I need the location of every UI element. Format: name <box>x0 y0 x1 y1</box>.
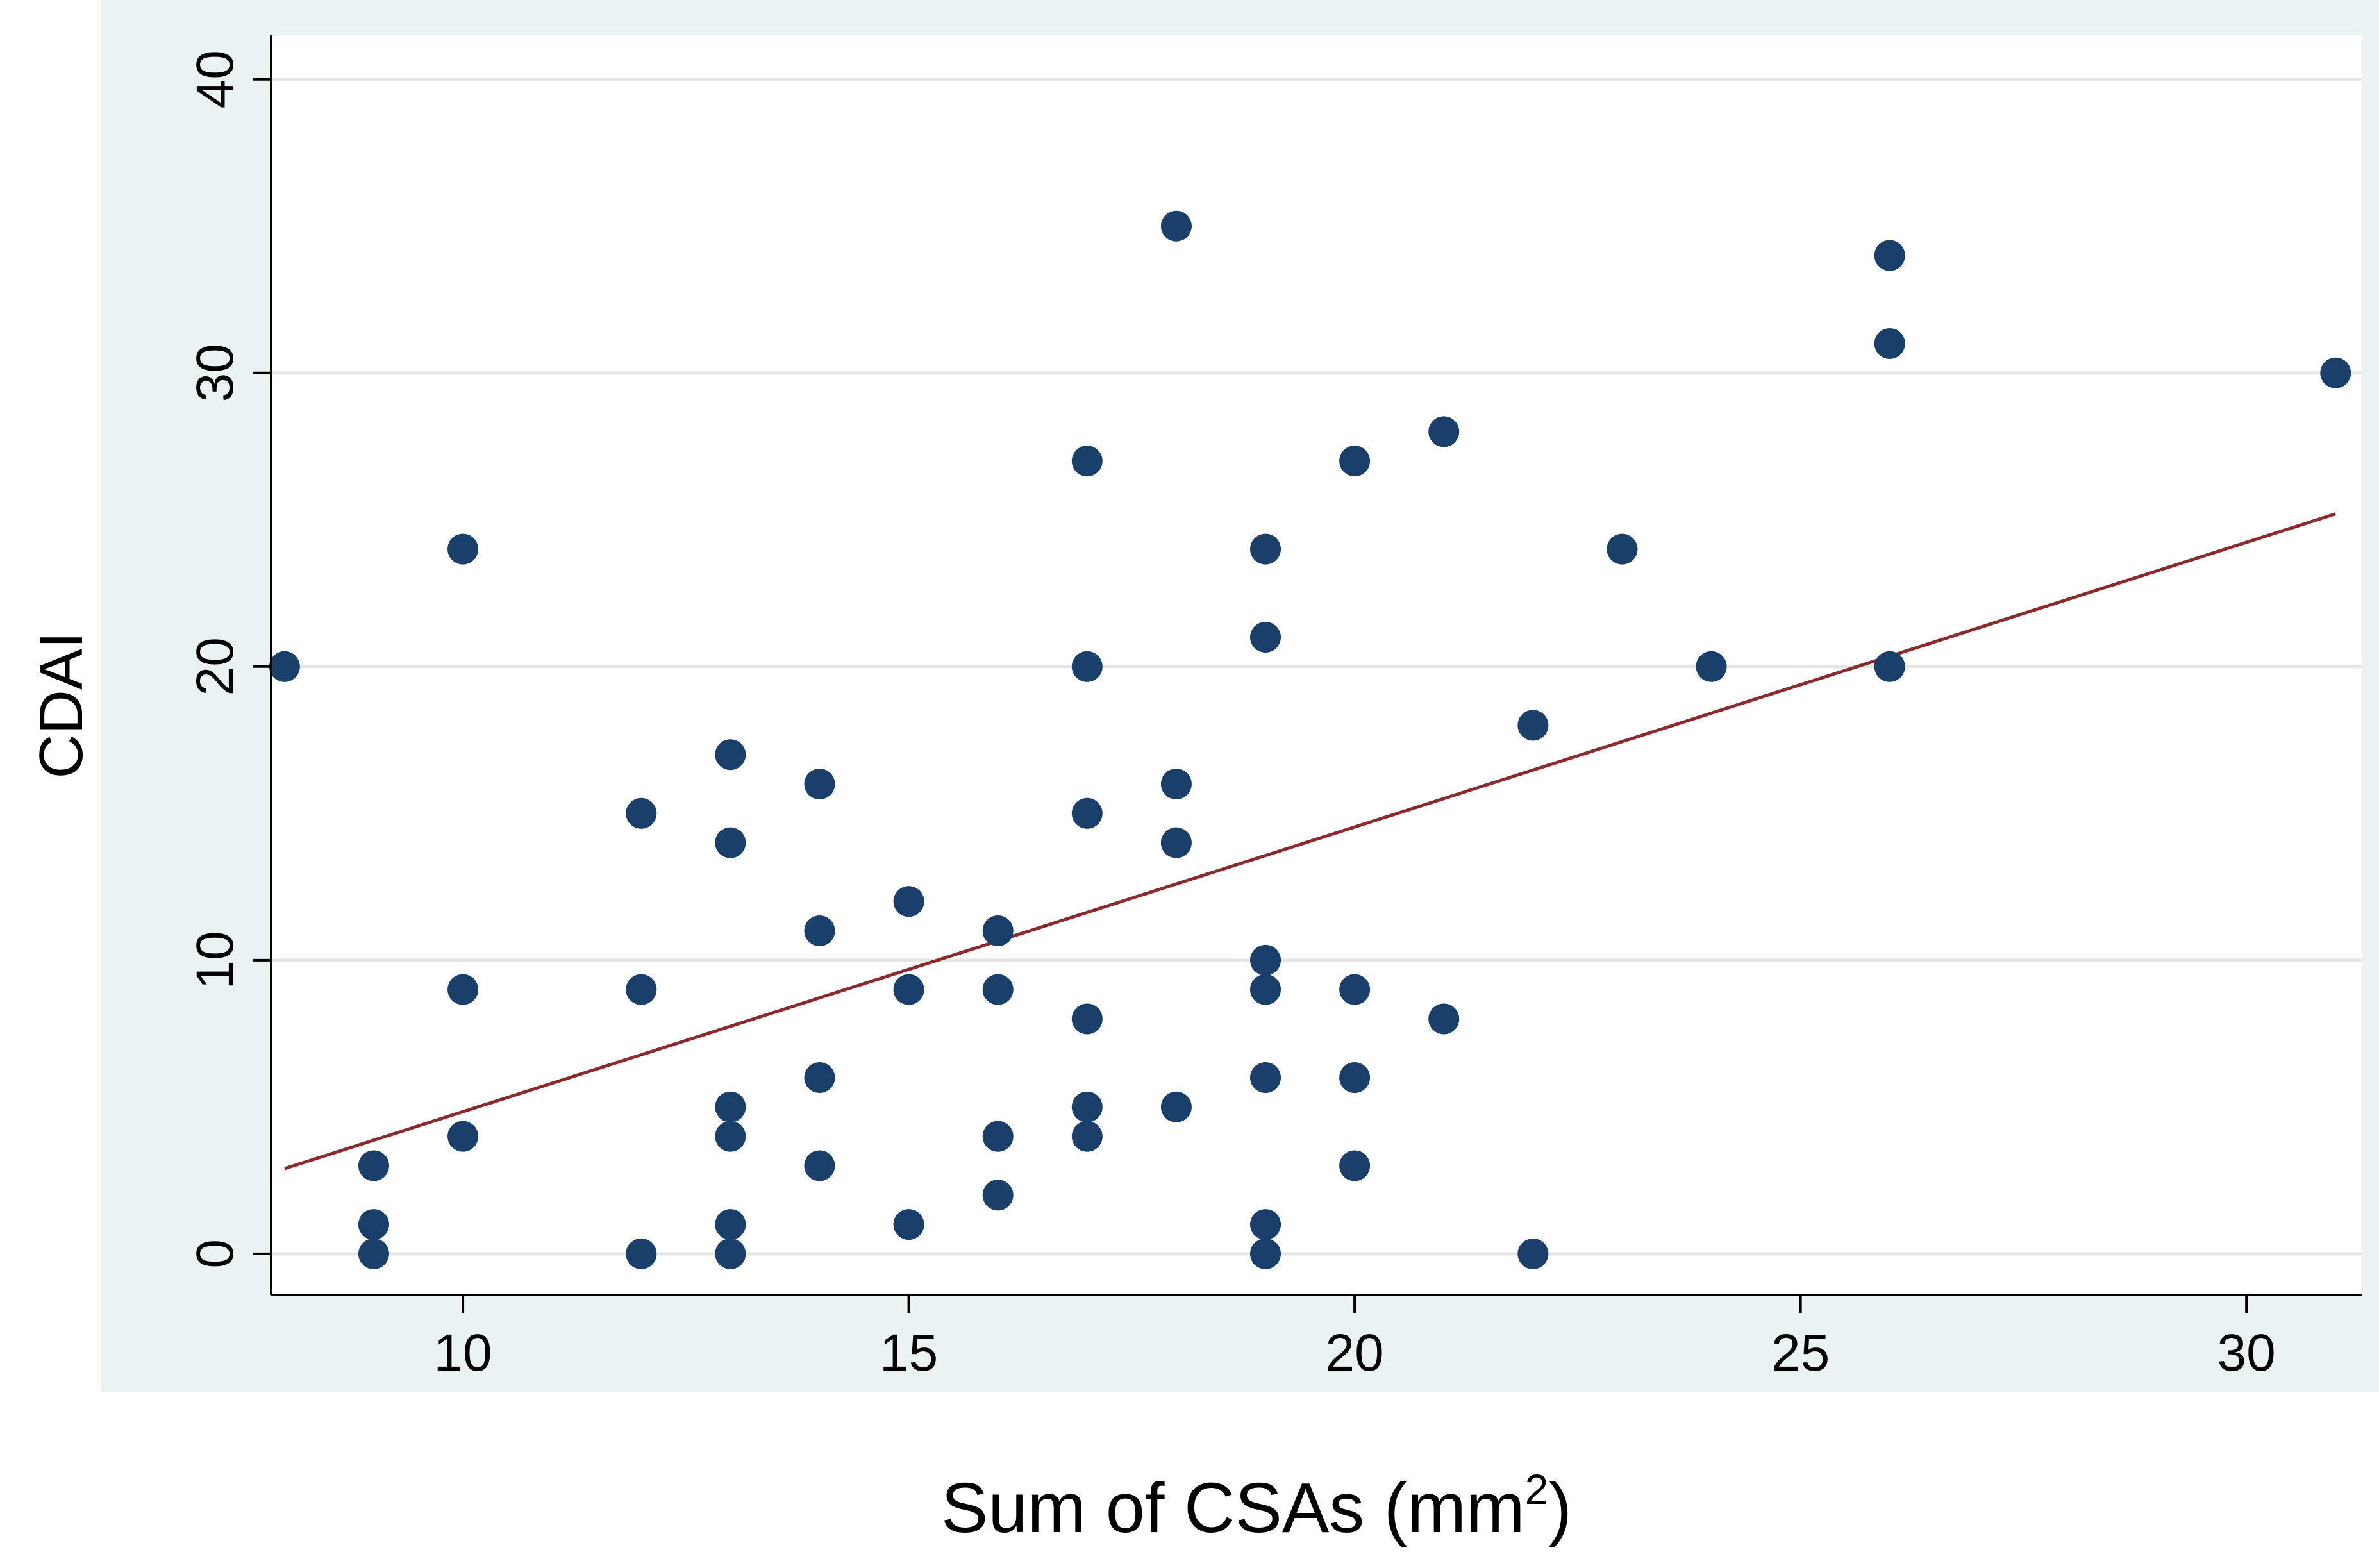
data-point <box>804 915 835 947</box>
data-point <box>1428 1003 1460 1035</box>
data-point <box>1250 621 1281 653</box>
x-axis-title-main: Sum of CSAs (mm <box>941 1469 1525 1547</box>
data-point <box>1874 651 1905 682</box>
y-ticks: 0 10 20 30 40 <box>186 50 271 1269</box>
x-axis-title-superscript: 2 <box>1525 1465 1549 1513</box>
data-point <box>1160 1091 1192 1122</box>
x-tick-label: 20 <box>1326 1324 1384 1382</box>
data-point <box>982 974 1014 1005</box>
data-point <box>982 1121 1014 1152</box>
x-ticks: 10 15 20 25 30 <box>433 1295 2276 1382</box>
data-point <box>1517 1238 1549 1269</box>
data-point <box>715 827 746 858</box>
data-point <box>1250 1238 1281 1269</box>
data-point <box>1250 533 1281 565</box>
data-point <box>715 1238 746 1269</box>
data-point <box>1071 1091 1103 1122</box>
data-point <box>358 1150 389 1181</box>
y-tick-label: 10 <box>186 931 244 989</box>
data-point <box>715 1121 746 1152</box>
y-tick-label: 0 <box>186 1239 244 1269</box>
x-tick-label: 25 <box>1771 1324 1830 1382</box>
data-point <box>1250 974 1281 1005</box>
data-point <box>1071 797 1103 829</box>
data-point <box>1250 1062 1281 1094</box>
data-point <box>715 1209 746 1240</box>
fit-line <box>284 512 2337 1171</box>
data-point <box>804 1062 835 1094</box>
data-point <box>1160 827 1192 858</box>
data-points <box>269 210 2351 1269</box>
data-point <box>1607 533 1638 565</box>
data-point <box>1696 651 1727 682</box>
data-point <box>447 533 479 565</box>
data-point <box>1339 1062 1371 1094</box>
data-point <box>804 1150 835 1181</box>
data-point <box>1517 710 1549 741</box>
data-point <box>269 651 300 682</box>
data-point <box>447 1121 479 1152</box>
data-point <box>626 974 657 1005</box>
data-point <box>1160 210 1192 242</box>
y-tick-label: 30 <box>186 344 244 402</box>
data-point <box>1071 1121 1103 1152</box>
data-point <box>1071 1003 1103 1035</box>
data-point <box>982 1180 1014 1211</box>
data-point <box>1250 944 1281 976</box>
x-tick-label: 15 <box>880 1324 938 1382</box>
gridlines <box>271 78 2362 1256</box>
x-tick-label: 10 <box>433 1324 492 1382</box>
data-point <box>715 1091 746 1122</box>
data-point <box>2320 357 2351 388</box>
data-point <box>982 915 1014 947</box>
data-point <box>1071 446 1103 477</box>
data-point <box>358 1238 389 1269</box>
data-point <box>1071 651 1103 682</box>
x-tick-label: 30 <box>2217 1324 2276 1382</box>
fit-line-group <box>284 512 2337 1171</box>
data-point <box>1874 240 1905 271</box>
y-tick-label: 20 <box>186 637 244 696</box>
data-point <box>1874 328 1905 359</box>
data-point <box>1339 974 1371 1005</box>
data-point <box>1160 769 1192 800</box>
y-tick-label: 40 <box>186 50 244 108</box>
data-point <box>1428 416 1460 447</box>
data-point <box>1339 446 1371 477</box>
data-point <box>626 797 657 829</box>
data-point <box>893 886 924 917</box>
data-point <box>715 739 746 771</box>
data-point <box>804 769 835 800</box>
data-point <box>893 1209 924 1240</box>
y-axis-title: CDAI <box>27 631 96 778</box>
data-point <box>1250 1209 1281 1240</box>
data-point <box>893 974 924 1005</box>
x-axis-title-close: ) <box>1548 1469 1572 1547</box>
data-point <box>358 1209 389 1240</box>
data-point <box>447 974 479 1005</box>
data-point <box>1339 1150 1371 1181</box>
x-axis-title: Sum of CSAs (mm2) <box>941 1465 1572 1547</box>
data-point <box>626 1238 657 1269</box>
